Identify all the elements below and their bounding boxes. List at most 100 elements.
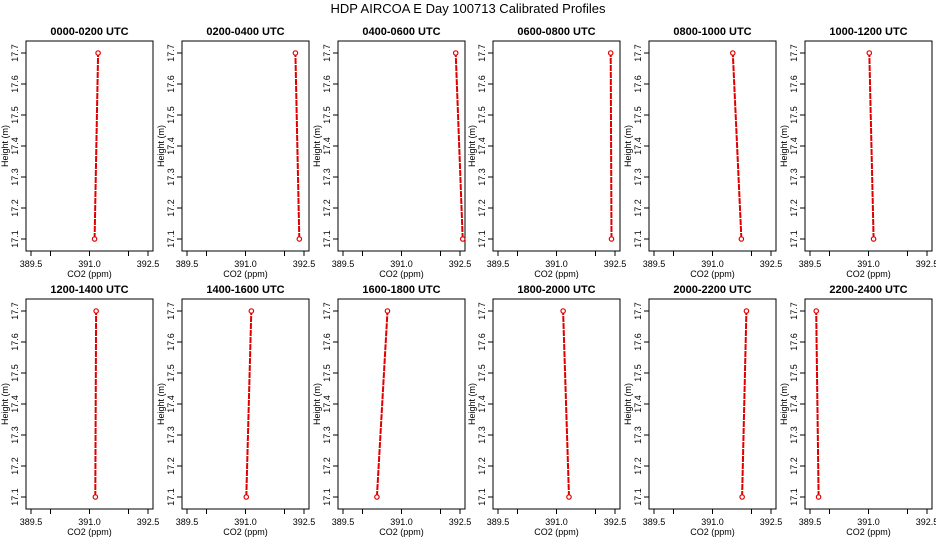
- y-tick-label: 17.7: [10, 302, 20, 320]
- profile-line: [868, 52, 875, 240]
- data-point: [870, 236, 877, 242]
- y-tick-label: 17.4: [166, 395, 176, 413]
- x-tick-label: 392.5: [604, 259, 627, 269]
- x-tick-label: 392.5: [137, 259, 160, 269]
- y-tick-label: 17.6: [789, 75, 799, 93]
- panel-title: 1800-2000 UTC: [517, 284, 595, 296]
- y-tick-label: 17.5: [10, 106, 20, 124]
- x-axis-label: CO2 (ppm): [223, 527, 268, 537]
- x-axis-label: CO2 (ppm): [690, 527, 735, 537]
- x-axis-label: CO2 (ppm): [67, 527, 112, 537]
- y-axis-label: Height (m): [467, 383, 477, 425]
- y-tick-label: 17.5: [789, 364, 799, 382]
- y-tick-label: 17.6: [477, 333, 487, 351]
- y-tick-label: 17.1: [789, 230, 799, 248]
- y-tick-label: 17.4: [166, 137, 176, 155]
- x-axis-label: CO2 (ppm): [534, 527, 579, 537]
- y-axis-label: Height (m): [312, 383, 322, 425]
- y-tick-label: 17.6: [166, 75, 176, 93]
- data-point: [815, 494, 822, 500]
- y-tick-label: 17.3: [322, 168, 332, 186]
- y-axis-label: Height (m): [156, 383, 166, 425]
- x-tick-label: 391.0: [78, 517, 101, 527]
- x-axis-label: CO2 (ppm): [379, 527, 424, 537]
- x-axis-label: CO2 (ppm): [534, 269, 579, 279]
- y-tick-label: 17.3: [477, 426, 487, 444]
- y-tick-label: 17.2: [322, 199, 332, 217]
- y-tick-label: 17.5: [477, 364, 487, 382]
- y-tick-label: 17.2: [633, 199, 643, 217]
- y-axis-label: Height (m): [779, 383, 789, 425]
- panel-title: 0800-1000 UTC: [673, 26, 751, 38]
- y-tick-label: 17.5: [322, 364, 332, 382]
- y-tick-label: 17.4: [322, 395, 332, 413]
- y-tick-label: 17.1: [633, 488, 643, 506]
- data-point: [743, 308, 750, 314]
- y-tick-label: 17.7: [477, 302, 487, 320]
- y-tick-label: 17.1: [477, 488, 487, 506]
- y-tick-label: 17.4: [10, 395, 20, 413]
- y-tick-label: 17.5: [633, 364, 643, 382]
- x-axis-label: CO2 (ppm): [846, 527, 891, 537]
- x-axis-label: CO2 (ppm): [379, 269, 424, 279]
- x-tick-label: 389.5: [487, 259, 510, 269]
- y-tick-label: 17.2: [789, 199, 799, 217]
- data-point: [374, 494, 380, 500]
- y-tick-label: 17.5: [166, 106, 176, 124]
- data-point: [248, 308, 255, 314]
- data-point: [739, 494, 745, 500]
- y-tick-label: 17.3: [633, 426, 643, 444]
- y-tick-label: 17.7: [166, 302, 176, 320]
- plot-frame: [337, 40, 466, 252]
- y-tick-label: 17.3: [789, 168, 799, 186]
- x-tick-label: 389.5: [176, 517, 199, 527]
- y-tick-label: 17.1: [633, 230, 643, 248]
- plot-frame: [337, 298, 466, 510]
- y-tick-label: 17.3: [10, 168, 20, 186]
- y-tick-label: 17.7: [322, 302, 332, 320]
- y-axis-label: Height (m): [156, 125, 166, 167]
- data-point: [607, 50, 614, 56]
- y-tick-label: 17.1: [789, 488, 799, 506]
- data-point: [93, 308, 99, 314]
- y-tick-label: 17.4: [633, 137, 643, 155]
- y-tick-label: 17.6: [477, 75, 487, 93]
- panel-title: 0200-0400 UTC: [206, 26, 284, 38]
- data-point: [459, 236, 466, 242]
- x-tick-label: 392.5: [137, 517, 160, 527]
- y-tick-label: 17.7: [10, 44, 20, 62]
- x-tick-label: 392.5: [760, 517, 783, 527]
- x-tick-label: 389.5: [20, 517, 43, 527]
- plot-frame: [804, 40, 933, 252]
- y-tick-label: 17.7: [477, 44, 487, 62]
- y-tick-label: 17.7: [633, 302, 643, 320]
- x-tick-label: 391.0: [857, 517, 880, 527]
- profile-line: [741, 310, 748, 498]
- y-tick-label: 17.7: [166, 44, 176, 62]
- y-tick-label: 17.3: [633, 168, 643, 186]
- x-axis-label: CO2 (ppm): [690, 269, 735, 279]
- x-tick-label: 391.0: [701, 517, 724, 527]
- y-tick-label: 17.5: [10, 364, 20, 382]
- y-tick-label: 17.3: [166, 426, 176, 444]
- y-tick-label: 17.2: [789, 457, 799, 475]
- y-tick-label: 17.4: [10, 137, 20, 155]
- plot-frame: [648, 40, 777, 252]
- x-tick-label: 389.5: [799, 517, 822, 527]
- profile-line: [294, 52, 301, 240]
- y-axis-label: Height (m): [623, 125, 633, 167]
- x-tick-label: 392.5: [449, 259, 472, 269]
- plot-frame: [492, 298, 621, 510]
- y-tick-label: 17.1: [10, 230, 20, 248]
- data-point: [92, 494, 99, 500]
- y-tick-label: 17.5: [789, 106, 799, 124]
- x-tick-label: 392.5: [760, 259, 783, 269]
- profile-line: [815, 310, 820, 498]
- x-tick-label: 391.0: [701, 259, 724, 269]
- y-axis-label: Height (m): [467, 125, 477, 167]
- y-tick-label: 17.6: [166, 333, 176, 351]
- data-point: [866, 50, 873, 56]
- y-tick-label: 17.4: [322, 137, 332, 155]
- x-tick-label: 391.0: [545, 517, 568, 527]
